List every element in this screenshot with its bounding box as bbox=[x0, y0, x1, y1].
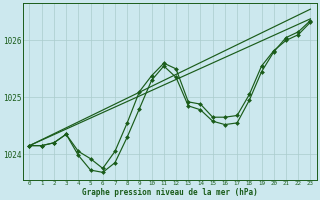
X-axis label: Graphe pression niveau de la mer (hPa): Graphe pression niveau de la mer (hPa) bbox=[82, 188, 258, 197]
